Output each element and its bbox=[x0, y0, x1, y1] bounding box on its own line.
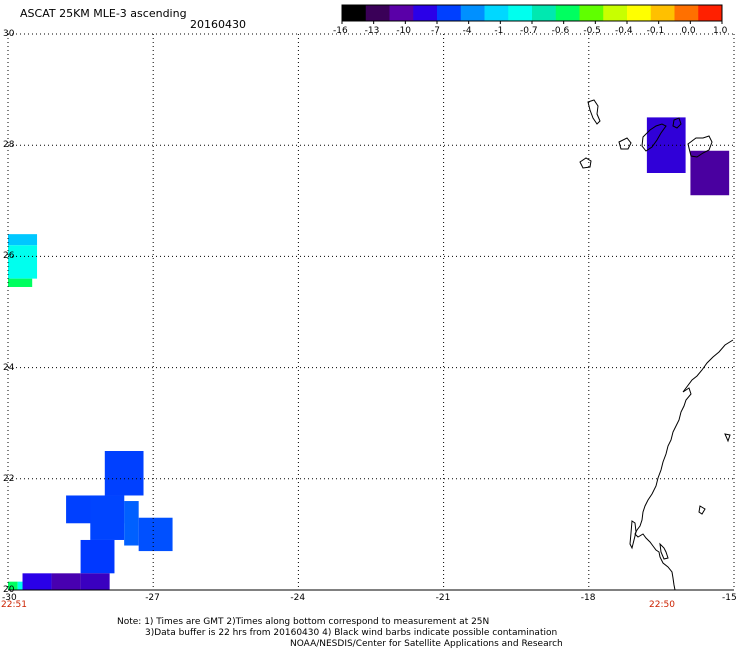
wind-cell bbox=[138, 517, 173, 552]
map-title: ASCAT 25KM MLE-3 ascending bbox=[20, 7, 187, 20]
longitude-tick-label: -18 bbox=[580, 593, 596, 603]
colorbar-label: -13 bbox=[364, 26, 380, 36]
footer-note-2: 3)Data buffer is 22 hrs from 20160430 4)… bbox=[145, 628, 558, 638]
colorbar-swatch bbox=[579, 5, 604, 21]
colorbar-swatch bbox=[342, 5, 367, 21]
footer-note-1: Note: 1) Times are GMT 2)Times along bot… bbox=[117, 617, 490, 627]
colorbar-swatch bbox=[365, 5, 390, 21]
latitude-tick-label: 24 bbox=[3, 362, 15, 373]
map-date: 20160430 bbox=[190, 18, 246, 31]
wind-cell bbox=[17, 581, 23, 590]
wind-cell bbox=[22, 573, 52, 590]
colorbar-label: -0.6 bbox=[551, 26, 570, 36]
colorbar-label: 0.0 bbox=[681, 26, 696, 36]
lat-lon-grid bbox=[7, 33, 735, 591]
colorbar-label: -4 bbox=[462, 26, 472, 36]
latitude-tick-label: 30 bbox=[3, 29, 15, 39]
colorbar-swatch bbox=[460, 5, 485, 21]
longitude-tick-label: -27 bbox=[145, 593, 160, 603]
colorbar bbox=[341, 4, 723, 24]
wind-cell bbox=[51, 573, 81, 590]
footer-note-3: NOAA/NESDIS/Center for Satellite Applica… bbox=[290, 639, 563, 649]
colorbar-swatch bbox=[389, 5, 414, 21]
colorbar-swatch bbox=[508, 5, 533, 21]
colorbar-swatch bbox=[627, 5, 652, 21]
colorbar-swatch bbox=[674, 5, 699, 21]
colorbar-label: -0.1 bbox=[646, 26, 665, 36]
latitude-tick-label: 28 bbox=[3, 140, 15, 151]
colorbar-label: -0.7 bbox=[520, 26, 538, 36]
longitude-tick-label: -24 bbox=[290, 593, 306, 603]
latitude-tick-label: 22 bbox=[3, 473, 15, 484]
longitude-tick-label: -30 bbox=[2, 593, 17, 603]
wind-cell bbox=[8, 245, 38, 279]
colorbar-label: -0.5 bbox=[583, 26, 601, 36]
colorbar-swatch bbox=[413, 5, 438, 21]
wind-cell bbox=[80, 573, 110, 590]
longitude-tick-label: -21 bbox=[435, 593, 451, 603]
wind-cell bbox=[124, 501, 139, 546]
wind-cell bbox=[80, 539, 115, 574]
time-end: 22:50 bbox=[649, 600, 675, 610]
latitude-tick-label: 20 bbox=[3, 585, 15, 595]
colorbar-swatch bbox=[603, 5, 628, 21]
colorbar-swatch bbox=[698, 5, 723, 21]
wind-cell bbox=[104, 451, 144, 496]
colorbar-swatch bbox=[532, 5, 557, 21]
colorbar-swatch bbox=[484, 5, 509, 21]
wind-cell bbox=[690, 150, 730, 196]
latitude-tick-label: 26 bbox=[3, 251, 15, 262]
colorbar-swatch bbox=[650, 5, 675, 21]
longitude-tick-label: -15 bbox=[722, 593, 737, 603]
colorbar-label: -1 bbox=[494, 26, 504, 36]
colorbar-swatch bbox=[437, 5, 462, 21]
colorbar-label: -0.4 bbox=[615, 26, 633, 36]
data-cells bbox=[8, 117, 730, 590]
colorbar-label: -16 bbox=[333, 26, 348, 36]
wind-cell bbox=[8, 581, 18, 590]
colorbar-label: -10 bbox=[396, 26, 412, 36]
wind-cell bbox=[8, 234, 38, 246]
colorbar-label: -7 bbox=[431, 26, 440, 36]
wind-cell bbox=[8, 278, 33, 287]
wind-cell bbox=[90, 495, 125, 540]
colorbar-swatch bbox=[555, 5, 580, 21]
colorbar-label: 1.0 bbox=[713, 26, 728, 36]
coastline bbox=[579, 99, 734, 591]
time-start: 22:51 bbox=[1, 600, 27, 610]
